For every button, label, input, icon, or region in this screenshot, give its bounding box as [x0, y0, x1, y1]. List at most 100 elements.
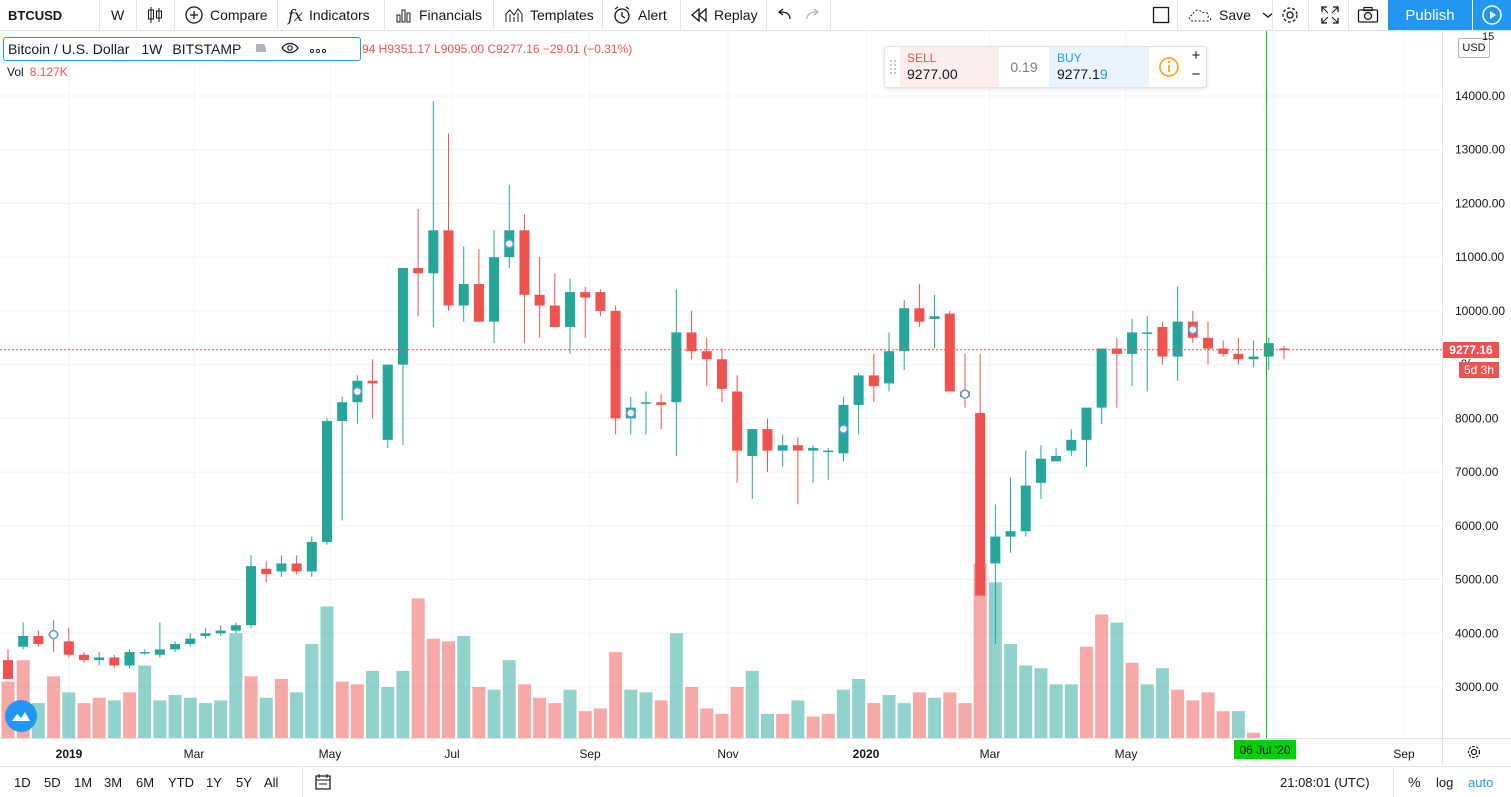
settings-button[interactable] — [1280, 0, 1306, 30]
toolbar-divider — [302, 767, 303, 797]
alert-label: Alert — [638, 7, 667, 23]
log-toggle[interactable]: log — [1436, 774, 1454, 790]
candle-body — [747, 429, 758, 456]
quantity-minus-button[interactable]: − — [1191, 66, 1201, 83]
redo-button[interactable] — [803, 0, 827, 30]
volume-bar — [1216, 711, 1230, 738]
templates-button[interactable]: Templates — [504, 0, 594, 30]
candle-body — [534, 294, 545, 306]
gear-icon — [1467, 745, 1481, 759]
go-to-date-button[interactable] — [314, 767, 332, 797]
compare-button[interactable]: Compare — [184, 0, 268, 30]
volume-bar — [897, 703, 911, 738]
interval-button[interactable]: W — [111, 7, 125, 23]
candle-body — [230, 625, 241, 631]
price-axis[interactable]: 3000.00 4000.00 5000.00 6000.00 7000.00 8000.… — [1455, 89, 1505, 694]
symbol-search-button[interactable]: BTCUSD — [8, 7, 63, 23]
hide-icon[interactable] — [255, 41, 269, 57]
volume-label: Vol — [7, 65, 24, 79]
calendar-icon — [315, 774, 331, 790]
chart-style-button[interactable] — [146, 0, 170, 30]
volume-bar — [821, 713, 835, 738]
volume-bar — [533, 697, 547, 738]
toolbar-divider — [766, 0, 767, 30]
volume-bar — [1201, 692, 1215, 738]
candle-body — [595, 292, 606, 311]
spread-value: 0.19 — [1010, 59, 1038, 75]
price-tick-label: 4000.00 — [1455, 626, 1499, 640]
candle-body — [489, 257, 500, 322]
range-button-ytd[interactable]: YTD — [168, 774, 194, 790]
volume-bar — [47, 676, 61, 738]
range-button-1m[interactable]: 1M — [74, 774, 93, 790]
candle-body — [519, 230, 530, 295]
dividend-marker — [48, 629, 59, 640]
save-button[interactable]: Save — [1187, 0, 1275, 30]
volume-bar — [472, 687, 486, 738]
candle-body — [428, 230, 439, 274]
volume-bar — [92, 697, 106, 738]
financials-button[interactable]: Financials — [395, 0, 482, 30]
fullscreen-button[interactable] — [1320, 0, 1346, 30]
indicators-button[interactable]: fx Indicators — [288, 0, 370, 30]
volume-bar — [1231, 711, 1245, 738]
price-chart[interactable]: 3000.00 4000.00 5000.00 6000.00 7000.00 8000.… — [0, 31, 1511, 766]
time-tick-label: May — [1115, 747, 1138, 761]
play-button[interactable] — [1473, 0, 1511, 30]
more-icon[interactable] — [309, 41, 327, 57]
range-button-5y[interactable]: 5Y — [236, 774, 252, 790]
axis-settings-button[interactable] — [1466, 744, 1482, 765]
candle-body — [473, 284, 484, 322]
utc-clock[interactable]: 21:08:01 (UTC) — [1280, 774, 1370, 790]
eye-icon[interactable] — [281, 41, 300, 57]
time-axis[interactable]: 2019MarMayJulSepNov2020MarMayJulSep — [56, 747, 1415, 761]
alert-button[interactable]: Alert — [612, 0, 667, 30]
templates-label: Templates — [530, 7, 594, 23]
volume-bar — [776, 713, 790, 738]
candle-body — [701, 351, 712, 360]
auto-toggle[interactable]: auto — [1468, 774, 1494, 790]
undo-button[interactable] — [776, 0, 800, 30]
volume-bar — [806, 716, 820, 738]
candle-body — [565, 292, 576, 328]
range-button-1y[interactable]: 1Y — [206, 774, 222, 790]
replay-button[interactable]: Replay — [690, 0, 758, 30]
drag-handle-icon[interactable] — [889, 59, 897, 75]
volume-legend[interactable]: Vol 8.127K — [7, 65, 68, 79]
price-tick-label: 7000.00 — [1455, 465, 1499, 479]
quantity-plus-button[interactable]: + — [1191, 47, 1201, 64]
candle-body — [154, 649, 165, 655]
sell-button[interactable]: SELL 9277.00 — [900, 47, 999, 87]
volume-bar — [138, 665, 152, 738]
buy-button[interactable]: BUY 9277.19 — [1049, 47, 1149, 87]
candle-body — [1096, 348, 1107, 408]
publish-button[interactable]: Publish — [1388, 0, 1472, 30]
snapshot-button[interactable] — [1357, 0, 1385, 30]
chart-logo[interactable] — [5, 700, 37, 732]
candle-body — [1157, 327, 1168, 357]
candle-body — [109, 657, 120, 666]
time-tick-label: 2019 — [56, 747, 83, 761]
range-button-6m[interactable]: 6M — [136, 774, 155, 790]
legend-interval: 1W — [141, 41, 163, 57]
layout-button[interactable] — [1152, 0, 1176, 30]
legend-exchange: BITSTAMP — [172, 41, 242, 57]
candle-body — [215, 630, 226, 634]
symbol-legend[interactable]: Bitcoin / U.S. Dollar 1W BITSTAMP — [3, 37, 361, 61]
volume-bar — [350, 684, 364, 738]
candle-body — [1035, 458, 1046, 483]
range-button-all[interactable]: All — [264, 774, 279, 790]
range-button-3m[interactable]: 3M — [104, 774, 123, 790]
currency-label[interactable]: USD — [1458, 38, 1490, 58]
candle-body — [443, 230, 454, 306]
percent-toggle[interactable]: % — [1408, 774, 1421, 790]
price-tick-label: 14000.00 — [1455, 89, 1505, 103]
candle-body — [990, 536, 1001, 564]
range-button-5d[interactable]: 5D — [44, 774, 61, 790]
info-icon[interactable] — [1158, 56, 1180, 78]
toolbar-divider — [1177, 0, 1178, 30]
range-button-1d[interactable]: 1D — [14, 774, 31, 790]
time-tick-label: May — [319, 747, 342, 761]
volume-bar — [593, 708, 607, 738]
fx-icon: fx — [288, 5, 303, 25]
